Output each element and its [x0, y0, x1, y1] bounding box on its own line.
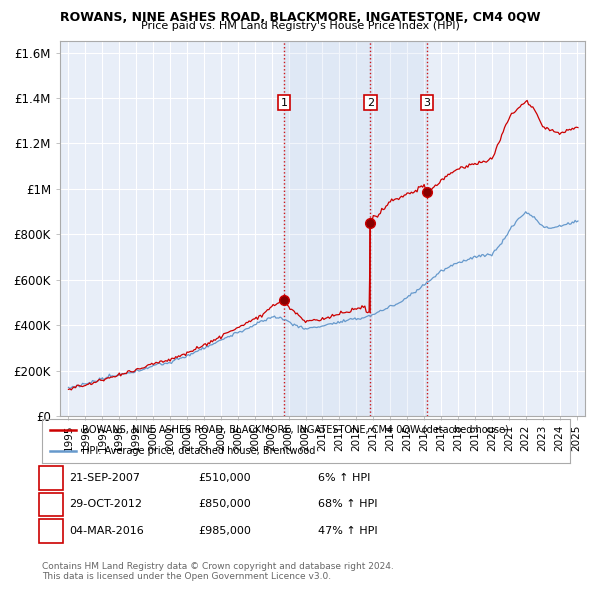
Text: 1: 1: [47, 471, 55, 484]
Text: Contains HM Land Registry data © Crown copyright and database right 2024.: Contains HM Land Registry data © Crown c…: [42, 562, 394, 571]
Text: £510,000: £510,000: [198, 473, 251, 483]
Text: £985,000: £985,000: [198, 526, 251, 536]
Text: ROWANS, NINE ASHES ROAD, BLACKMORE, INGATESTONE, CM4 0QW: ROWANS, NINE ASHES ROAD, BLACKMORE, INGA…: [60, 11, 540, 24]
Bar: [284, 41, 370, 416]
Text: 3: 3: [424, 97, 430, 107]
Text: 29-OCT-2012: 29-OCT-2012: [69, 500, 142, 509]
Text: 2: 2: [367, 97, 374, 107]
Text: ROWANS, NINE ASHES ROAD, BLACKMORE, INGATESTONE, CM4 0QW (detached house): ROWANS, NINE ASHES ROAD, BLACKMORE, INGA…: [82, 425, 508, 435]
Text: 04-MAR-2016: 04-MAR-2016: [69, 526, 144, 536]
Text: Price paid vs. HM Land Registry's House Price Index (HPI): Price paid vs. HM Land Registry's House …: [140, 21, 460, 31]
Text: This data is licensed under the Open Government Licence v3.0.: This data is licensed under the Open Gov…: [42, 572, 331, 581]
Text: 2: 2: [47, 498, 55, 511]
Bar: [370, 41, 427, 416]
Text: HPI: Average price, detached house, Brentwood: HPI: Average price, detached house, Bren…: [82, 446, 315, 455]
Text: £850,000: £850,000: [198, 500, 251, 509]
Text: 47% ↑ HPI: 47% ↑ HPI: [318, 526, 377, 536]
Text: 21-SEP-2007: 21-SEP-2007: [69, 473, 140, 483]
Text: 3: 3: [47, 525, 55, 537]
Text: 1: 1: [281, 97, 287, 107]
Text: 6% ↑ HPI: 6% ↑ HPI: [318, 473, 370, 483]
Text: 68% ↑ HPI: 68% ↑ HPI: [318, 500, 377, 509]
